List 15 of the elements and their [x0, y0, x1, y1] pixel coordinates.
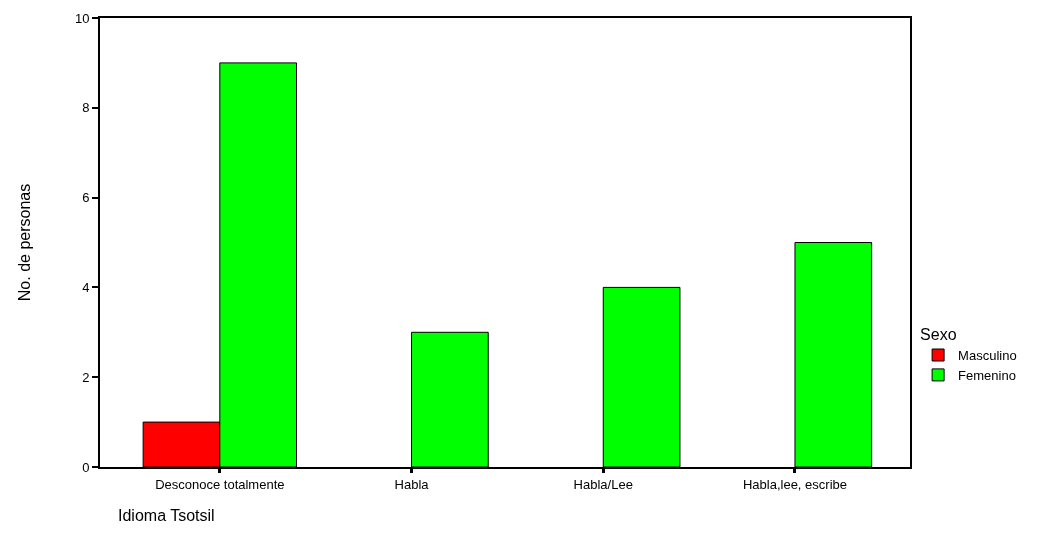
x-axis-title: Idioma Tsotsil — [118, 507, 215, 524]
x-tick-label: Desconoce totalmente — [155, 476, 285, 492]
y-tick-label: 10 — [74, 10, 90, 26]
y-tick-label: 0 — [82, 459, 90, 475]
y-tick-label: 6 — [82, 190, 90, 206]
x-tick-label: Habla — [394, 476, 430, 492]
legend-label: Masculino — [958, 348, 1017, 364]
legend-label: Femenino — [958, 367, 1016, 383]
y-tick-label: 4 — [82, 279, 90, 295]
legend-title: Sexo — [920, 326, 957, 344]
x-tick-label: Habla,lee, escribe — [742, 476, 847, 492]
x-tick-label: Habla/Lee — [573, 476, 633, 492]
y-tick-label: 2 — [82, 369, 90, 385]
y-axis-title: No. de personas — [16, 183, 34, 302]
y-tick-label: 8 — [82, 100, 90, 116]
